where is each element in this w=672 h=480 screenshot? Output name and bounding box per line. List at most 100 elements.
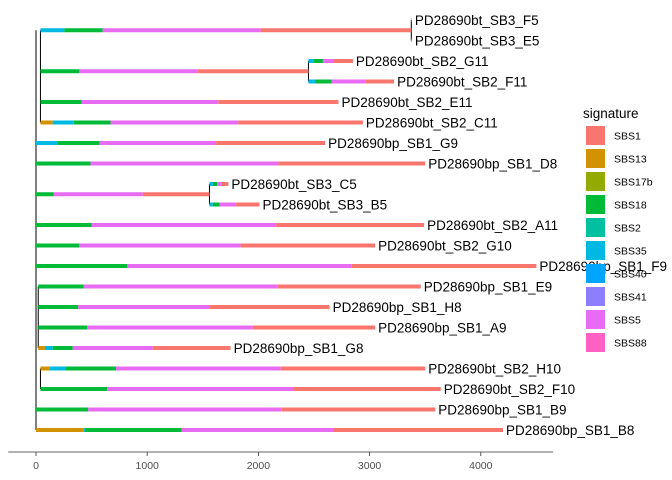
branch-segment-b_B5-sbs35: [209, 202, 213, 207]
tip-label-pd28690bt-sb2-c11: PD28690bt_SB2_C11: [366, 116, 498, 131]
branch-segment-b_D8-sbs1: [278, 161, 426, 166]
branch-segment-b_B8-sbs1: [334, 428, 504, 432]
legend: signature SBS1SBS13SBS17bSBS18SBS2SBS35S…: [583, 106, 653, 352]
branch-segment-b_E9-sbs1: [277, 284, 421, 289]
branch-segment-b_F9-sbs5: [127, 264, 352, 268]
legend-label-sbs35: SBS35: [614, 246, 647, 258]
branch-segment-b_C11-sbs35: [52, 120, 74, 125]
branch-segment-b_D8-sbs18: [36, 161, 91, 166]
branch-segment-b_C5-sbs18: [212, 182, 218, 186]
branch-segment-b_H10-sbs5: [116, 366, 281, 371]
branch-segment-b_H10-sbs35: [49, 366, 67, 371]
tip-label-pd28690bt-sb2-g11: PD28690bt_SB2_G11: [356, 54, 489, 69]
branch-segment-b_H8-sbs1: [209, 305, 330, 309]
branch-segment-b_G11-sbs5: [322, 59, 335, 63]
branch-segment-b_G8-sbs35: [44, 346, 53, 350]
legend-label-sbs17b: SBS17b: [614, 177, 653, 189]
branch-segment-b_sb2_11_trunk-sbs1: [197, 69, 309, 74]
tip-label-pd28690bt-sb3-e5: PD28690bt_SB3_E5: [415, 34, 540, 49]
branch-segment-b_A11-sbs5: [91, 223, 277, 227]
branch-segment-b_A9-sbs5: [87, 325, 253, 330]
branch-segment-b_F9-sbs18: [36, 264, 128, 268]
x-tick-label-0: 0: [33, 460, 39, 472]
tip-label-pd28690bt-sb2-h10: PD28690bt_SB2_H10: [428, 362, 561, 377]
branch-segment-b_A11-sbs18: [36, 223, 92, 227]
branch-segment-b_sb3_trunk-sbs18: [64, 28, 103, 33]
branch-segment-b_E11-sbs18: [40, 100, 82, 104]
branch-segment-b_H10-sbs18: [66, 366, 117, 371]
branch-segment-b_A11-sbs1: [276, 223, 425, 227]
branch-segment-b_G10-sbs18: [36, 243, 80, 248]
tip-label-pd28690bt-sb3-b5: PD28690bt_SB3_B5: [263, 198, 388, 213]
branch-segment-b_E5-sbs1: [411, 38, 412, 43]
legend-label-sbs18: SBS18: [614, 200, 647, 212]
branch-segment-b_B8-sbs35: [83, 428, 85, 432]
branch-segment-b_F10-sbs1: [293, 387, 441, 391]
branch-segment-b_G10-sbs5: [79, 243, 241, 248]
tip-label-pd28690bt-sb2-a11: PD28690bt_SB2_A11: [427, 218, 558, 233]
legend-key-sbs5: [586, 310, 605, 329]
tip-label-pd28690bt-sb3-c5: PD28690bt_SB3_C5: [231, 177, 356, 192]
branch-segment-b_C11-sbs18: [73, 120, 111, 125]
branch-segment-b_H10-sbs13: [40, 366, 50, 371]
legend-key-sbs17b: [586, 172, 605, 191]
branch-segment-b_E9-sbs18: [38, 284, 84, 289]
branch-segment-b_B5-sbs18: [212, 202, 220, 207]
x-axis: 0 1000 2000 3000 4000: [8, 451, 554, 472]
branch-segment-b_F11-sbs5: [331, 79, 366, 84]
branch-segment-b_F11-sbs35: [308, 79, 316, 84]
tip-label-pd28690bt-sb2-e11: PD28690bt_SB2_E11: [341, 95, 472, 110]
branch-segment-b_G8-sbs1: [152, 346, 231, 350]
legend-title: signature: [583, 106, 639, 121]
branch-segment-b_C11-sbs1: [238, 120, 363, 125]
legend-label-sbs13: SBS13: [614, 154, 647, 166]
tip-label-pd28690bp-sb1-e9: PD28690bp_SB1_E9: [424, 280, 552, 295]
branch-segment-b_G11-sbs18: [314, 59, 323, 63]
branch-segment-b_sb2_11_trunk-sbs18: [40, 69, 80, 74]
branch-segment-b_sb3_cb_trunk-sbs18: [36, 192, 54, 197]
branch-segment-b_G11-sbs35: [308, 59, 314, 63]
branch-segment-b_F10-sbs5: [107, 387, 294, 391]
legend-label-sbs2: SBS2: [614, 223, 641, 235]
branch-segment-b_A9-sbs18: [38, 325, 88, 330]
legend-key-sbs13: [586, 149, 605, 168]
branch-segment-b_sb3_cb_trunk-sbs1: [142, 192, 210, 197]
branch-segment-b_B5-sbs5: [219, 202, 237, 207]
tip-label-pd28690bt-sb2-f10: PD28690bt_SB2_F10: [444, 382, 575, 397]
branch-segment-b_H8-sbs18: [38, 305, 79, 309]
branch-segment-b_D8-sbs5: [90, 161, 279, 166]
x-tick-label-3000: 3000: [358, 460, 382, 472]
branch-segment-b_sb3_cb_trunk-sbs5: [53, 192, 143, 197]
branch-segment-b_A9-sbs1: [252, 325, 376, 330]
legend-key-sbs35: [586, 241, 605, 260]
branch-segment-b_sb3_trunk-sbs35: [40, 28, 65, 33]
tip-label-pd28690bp-sb1-b9: PD28690bp_SB1_B9: [438, 403, 566, 418]
branch-segment-b_F5-sbs1: [411, 18, 412, 22]
branch-segment-b_E11-sbs5: [81, 100, 219, 104]
legend-label-sbs41: SBS41: [614, 292, 647, 304]
branch-segment-b_sb3_trunk-sbs1: [260, 28, 412, 33]
branch-segment-b_B9-sbs1: [281, 407, 436, 412]
branch-segment-b_E11-sbs1: [218, 100, 339, 104]
legend-label-sbs5: SBS5: [614, 315, 641, 327]
legend-key-sbs1: [586, 126, 605, 145]
tip-label-pd28690bp-sb1-g8: PD28690bp_SB1_G8: [234, 341, 364, 356]
branch-segment-b_H8-sbs5: [78, 305, 210, 309]
branch-segment-b_B5-sbs1: [236, 202, 260, 207]
tip-labels: PD28690bt_SB3_F5 PD28690bt_SB3_E5 PD28690b…: [231, 13, 667, 438]
legend-key-sbs41: [586, 287, 605, 306]
branch-segment-b_G9-sbs5: [99, 141, 217, 145]
branch-segment-b_B9-sbs18: [36, 407, 89, 412]
legend-label-sbs40: SBS40: [614, 269, 647, 281]
branch-segment-b_sb3_trunk-sbs5: [102, 28, 261, 33]
branch-segment-b_C5-sbs5: [217, 182, 222, 186]
branch-segment-b_G8-sbs13: [38, 346, 45, 350]
branch-segment-b_C11-sbs13: [40, 120, 53, 125]
legend-key-sbs88: [586, 333, 605, 352]
tip-label-pd28690bp-sb1-d8: PD28690bp_SB1_D8: [428, 157, 557, 172]
branch-segment-b_G8-sbs18: [52, 346, 73, 350]
branch-segment-b_C5-sbs1: [221, 182, 229, 186]
legend-label-sbs88: SBS88: [614, 338, 647, 350]
x-tick-label-4000: 4000: [469, 460, 493, 472]
x-tick-label-1000: 1000: [136, 460, 160, 472]
